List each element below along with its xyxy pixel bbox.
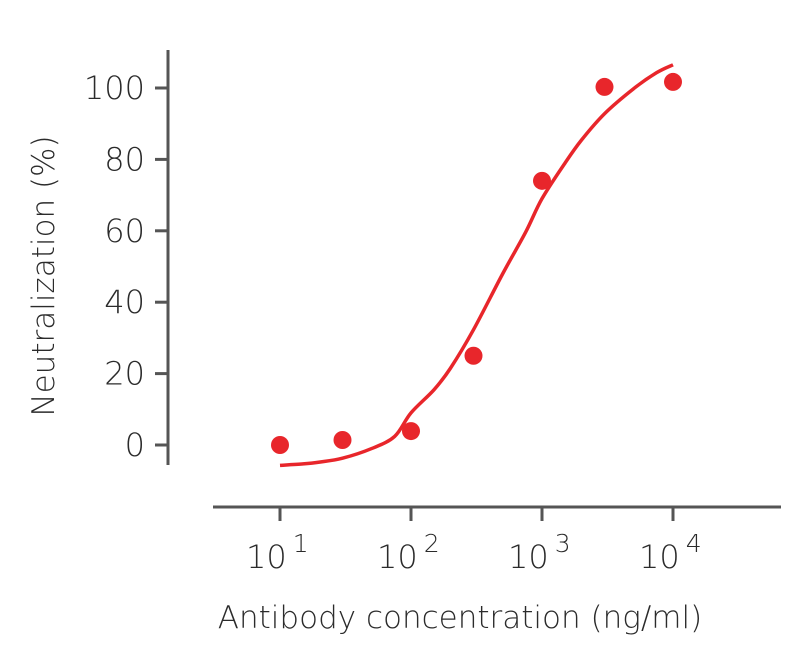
y-tick-label: 40: [104, 283, 145, 321]
x-tick-label: 10 3: [508, 529, 571, 576]
x-tick-base: 10: [639, 538, 680, 576]
y-tick-label: 60: [104, 212, 145, 250]
x-axis-label: Antibody concentration (ng/ml): [218, 600, 702, 636]
x-tick-base: 10: [246, 538, 287, 576]
y-tick-label: 80: [104, 140, 145, 178]
data-point: [595, 77, 614, 96]
y-tick-label: 100: [84, 69, 145, 107]
x-tick-label: 10 4: [639, 529, 702, 576]
x-tick-exponent: 3: [555, 529, 571, 558]
data-point: [664, 72, 682, 91]
x-tick-exponent: 4: [686, 529, 702, 558]
x-tick-exponent: 2: [424, 529, 440, 558]
x-tick-label: 10 1: [246, 529, 309, 576]
data-point: [533, 171, 551, 190]
y-tick-label: 20: [104, 355, 145, 393]
data-point: [333, 431, 352, 450]
data-point: [271, 436, 289, 454]
data-point: [402, 422, 420, 441]
x-tick-base: 10: [508, 538, 549, 576]
fit-curve: [279, 63, 674, 468]
x-tick-label: 10 2: [377, 529, 440, 576]
x-tick-base: 10: [377, 538, 418, 576]
x-tick-exponent: 1: [293, 529, 309, 558]
y-tick-label: 0: [125, 426, 145, 464]
data-point: [464, 346, 483, 365]
y-axis-label: Neutralization (%): [26, 135, 62, 416]
